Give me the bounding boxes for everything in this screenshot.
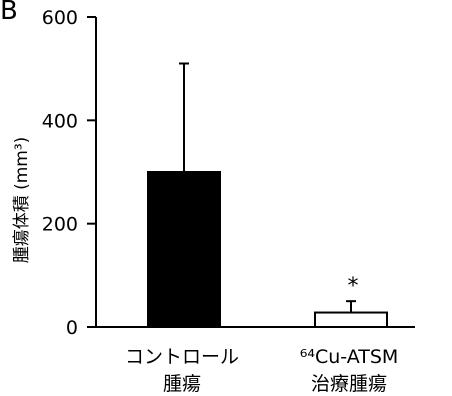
panel-label: B: [0, 0, 18, 26]
y-axis-label: 腫瘍体積 (mm³): [12, 137, 32, 264]
bar: [314, 311, 388, 328]
significance-marker: *: [348, 274, 359, 299]
error-bars: [179, 62, 356, 313]
x-category-label: 治療腫瘍: [311, 373, 387, 395]
y-tick-label: 200: [42, 214, 78, 236]
y-tick-label: 400: [42, 110, 78, 132]
x-category-label: コントロール: [125, 346, 239, 368]
y-tick-label: 600: [42, 7, 78, 29]
bars: [147, 171, 388, 328]
y-tick-label: 0: [66, 317, 78, 339]
y-ticks: 0 200 400 600: [42, 7, 96, 339]
y-axis-label-group: 腫瘍体積 (mm³): [12, 137, 32, 264]
x-category-label: ⁶⁴Cu-ATSM: [300, 346, 399, 368]
bar: [147, 171, 221, 328]
x-category-label: 腫瘍: [163, 373, 201, 395]
annotations: *: [348, 274, 359, 299]
